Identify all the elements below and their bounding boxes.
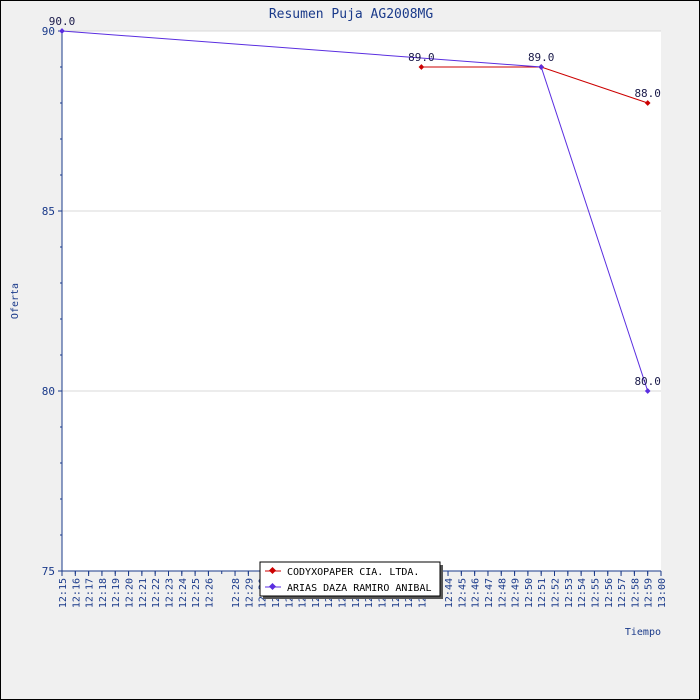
data-label: 80.0: [634, 375, 661, 388]
x-tick-label: 12:29: [244, 578, 255, 608]
x-tick-label: 12:45: [457, 578, 468, 608]
x-tick-label: 12:17: [85, 578, 96, 608]
x-tick-label: 12:18: [98, 578, 109, 608]
legend-box: [259, 561, 441, 597]
chart-title: Resumen Puja AG2008MG: [269, 7, 434, 22]
x-tick-label: 12:50: [524, 578, 535, 608]
x-tick-label: 12:49: [511, 578, 522, 608]
x-tick-label: 12:58: [630, 578, 641, 608]
legend: CODYXOPAPER CIA. LTDA. ARIAS DAZA RAMIRO…: [259, 561, 443, 599]
y-tick-label: 90: [42, 25, 55, 38]
y-tick-label: 80: [42, 385, 55, 398]
data-label: 89.0: [408, 51, 435, 64]
x-tick-label: 12:53: [564, 578, 575, 608]
x-tick-label: 12:21: [138, 578, 149, 608]
data-label: 89.0: [528, 51, 555, 64]
x-tick-label: 12:19: [111, 578, 122, 608]
x-tick-label: 12:28: [231, 578, 242, 608]
x-tick-label: 12:55: [590, 578, 601, 608]
legend-marker-0: [268, 566, 277, 575]
x-tick-label: 12:57: [617, 578, 628, 608]
data-label: 90.0: [49, 15, 76, 28]
y-tick-label: 75: [42, 565, 55, 578]
legend-entry-0: CODYXOPAPER CIA. LTDA.: [287, 567, 419, 578]
x-tick-label: 12:24: [178, 578, 189, 608]
x-tick-label: 12:16: [71, 578, 82, 608]
x-tick-label: 12:44: [444, 578, 455, 608]
x-tick-label: 13:00: [657, 578, 668, 608]
data-labels: 89.0 89.0 88.0 90.0 80.0: [49, 15, 661, 388]
x-tick-label: 12:47: [484, 578, 495, 608]
grid-layer: [62, 30, 661, 392]
x-tick-label: 12:48: [497, 578, 508, 608]
legend-marker-1: [268, 582, 277, 591]
x-tick-label: 12:25: [191, 578, 202, 608]
x-tick-label: 12:56: [604, 578, 615, 608]
x-tick-label: 12:59: [644, 578, 655, 608]
y-tick-label: 85: [42, 205, 55, 218]
x-tick-label: 12:15: [58, 578, 69, 608]
series-1-point: [644, 388, 651, 394]
series-0-point: [644, 100, 651, 106]
x-tick-label: 12:26: [204, 578, 215, 608]
x-tick-label: 12:51: [537, 578, 548, 608]
x-tick-label: 12:23: [164, 578, 175, 608]
series-1-point: [538, 64, 545, 70]
x-tick-label: 12:52: [551, 578, 562, 608]
x-axis-label: Tiempo: [625, 627, 661, 638]
y-ticks: 75 80 85 90: [42, 25, 62, 578]
x-tick-label: 12:20: [125, 578, 136, 608]
data-label: 88.0: [634, 87, 661, 100]
legend-entry-1: ARIAS DAZA RAMIRO ANIBAL: [287, 583, 432, 594]
series-layer: [59, 28, 651, 394]
x-tick-label: 12:46: [471, 578, 482, 608]
x-tick-label: 12:22: [151, 578, 162, 608]
plot-area: [62, 31, 661, 571]
x-tick-label: 12:54: [577, 578, 588, 608]
y-axis-label: Oferta: [10, 283, 21, 319]
